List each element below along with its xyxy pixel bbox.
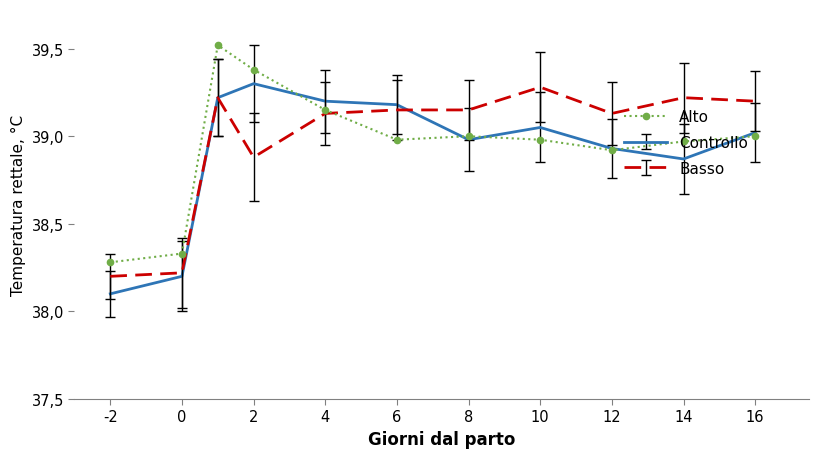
Alto [106, 260, 115, 265]
Alto [320, 108, 330, 113]
X-axis label: Giorni dal parto: Giorni dal parto [368, 430, 514, 448]
Alto [391, 138, 401, 143]
Alto [177, 251, 187, 257]
Y-axis label: Temperatura rettale, °C: Temperatura rettale, °C [11, 115, 26, 296]
Alto [749, 134, 759, 140]
Alto [213, 43, 223, 49]
Legend: Alto, Controllo, Basso: Alto, Controllo, Basso [618, 104, 753, 183]
Alto [463, 134, 473, 140]
Alto [535, 138, 545, 143]
Alto [606, 148, 616, 154]
Alto [678, 140, 688, 145]
Alto [248, 68, 258, 73]
Line: Alto: Alto [107, 43, 758, 266]
